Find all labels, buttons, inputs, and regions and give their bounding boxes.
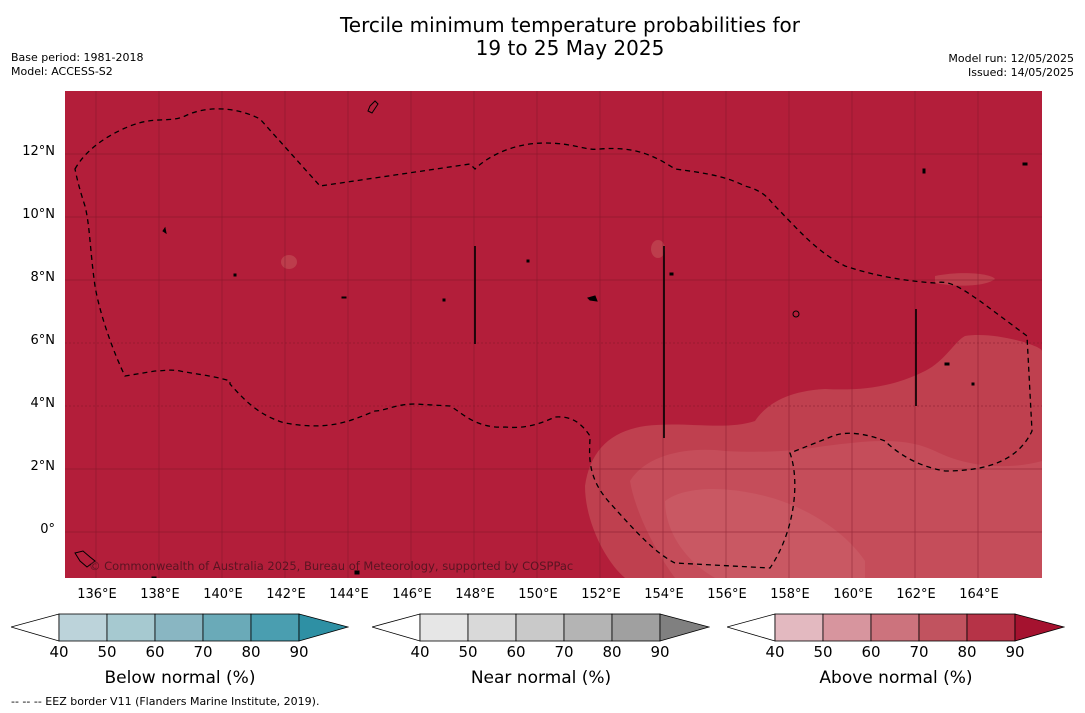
lat-label-4n: 4°N [30, 396, 56, 411]
lat-label-2n: 2°N [30, 459, 56, 474]
colorbar-near-normal: 40 50 60 70 80 90 Near normal (%) [372, 613, 710, 688]
lon-label-136e: 136°E [77, 587, 117, 602]
below-swatch-40-50 [58, 613, 108, 642]
colorbar-above-ticks: 40 50 60 70 80 90 [727, 643, 1065, 663]
eez-footnote: -- -- -- EEZ border V11 (Flanders Marine… [11, 695, 320, 708]
model-run: Model run: 12/05/2025 [948, 52, 1074, 65]
meta-right: Model run: 12/05/2025 Issued: 14/05/2025 [948, 52, 1074, 80]
near-tick-50: 50 [458, 643, 478, 661]
above-swatch-60-70 [870, 613, 920, 642]
lat-label-8n: 8°N [30, 270, 56, 285]
near-swatch-80-90 [611, 613, 661, 642]
near-swatch-50-60 [467, 613, 517, 642]
title-line-2: 19 to 25 May 2025 [475, 36, 665, 60]
above-swatch-50-60 [822, 613, 872, 642]
colorbar-near-swatches [372, 613, 710, 642]
lon-label-144e: 144°E [329, 587, 369, 602]
lon-label-162e: 162°E [896, 587, 936, 602]
model-name: Model: ACCESS-S2 [11, 65, 113, 78]
below-swatch-80-90 [250, 613, 300, 642]
below-tick-60: 60 [145, 643, 165, 661]
plot-marker-lines [474, 246, 917, 438]
near-swatch-max [659, 613, 710, 642]
issued-date: Issued: 14/05/2025 [967, 66, 1074, 79]
below-tick-50: 50 [97, 643, 117, 661]
lon-label-146e: 146°E [392, 587, 432, 602]
colorbar-above-swatches [727, 613, 1065, 642]
above-tick-90: 90 [1005, 643, 1025, 661]
near-tick-90: 90 [650, 643, 670, 661]
copyright-text: © Commonwealth of Australia 2025, Bureau… [89, 559, 574, 573]
near-tick-60: 60 [506, 643, 526, 661]
below-swatch-70-80 [202, 613, 252, 642]
colorbar-below-label: Below normal (%) [104, 668, 256, 688]
lon-label-156e: 156°E [707, 587, 747, 602]
lon-label-154e: 154°E [644, 587, 684, 602]
lat-label-0: 0° [40, 522, 55, 537]
below-swatch-min [11, 613, 60, 642]
lon-label-138e: 138°E [140, 587, 180, 602]
above-swatch-min [727, 613, 776, 642]
map-panel: © Commonwealth of Australia 2025, Bureau… [65, 91, 1042, 578]
below-tick-70: 70 [193, 643, 213, 661]
map-title: Tercile minimum temperature probabilitie… [0, 14, 1085, 60]
lon-label-158e: 158°E [770, 587, 810, 602]
island-outlines [74, 100, 1028, 578]
lon-label-142e: 142°E [266, 587, 306, 602]
above-tick-80: 80 [957, 643, 977, 661]
lon-label-150e: 150°E [518, 587, 558, 602]
near-swatch-min [372, 613, 421, 642]
lon-label-140e: 140°E [203, 587, 243, 602]
above-swatch-70-80 [918, 613, 968, 642]
near-tick-40: 40 [410, 643, 430, 661]
lon-label-152e: 152°E [581, 587, 621, 602]
base-period: Base period: 1981-2018 [11, 51, 144, 64]
lat-label-6n: 6°N [30, 333, 56, 348]
above-tick-40: 40 [765, 643, 785, 661]
above-tick-70: 70 [909, 643, 929, 661]
title-line-1: Tercile minimum temperature probabilitie… [339, 13, 801, 37]
above-tick-50: 50 [813, 643, 833, 661]
below-tick-90: 90 [289, 643, 309, 661]
map-canvas [65, 91, 1042, 578]
near-swatch-70-80 [563, 613, 613, 642]
near-tick-70: 70 [554, 643, 574, 661]
near-swatch-40-50 [419, 613, 469, 642]
colorbar-below-swatches [11, 613, 349, 642]
colorbar-above-label: Above normal (%) [819, 668, 973, 688]
colorbar-above-normal: 40 50 60 70 80 90 Above normal (%) [727, 613, 1065, 688]
below-swatch-max [298, 613, 349, 642]
lat-label-12n: 12°N [22, 144, 55, 159]
colorbar-near-ticks: 40 50 60 70 80 90 [372, 643, 710, 663]
meta-left: Base period: 1981-2018 Model: ACCESS-S2 [11, 51, 143, 79]
above-swatch-80-90 [966, 613, 1016, 642]
below-tick-40: 40 [49, 643, 69, 661]
near-swatch-60-70 [515, 613, 565, 642]
lon-label-160e: 160°E [833, 587, 873, 602]
colorbar-below-normal: 40 50 60 70 80 90 Below normal (%) [11, 613, 349, 688]
graticule [65, 91, 1042, 578]
below-swatch-60-70 [154, 613, 204, 642]
lat-label-10n: 10°N [22, 207, 55, 222]
above-tick-60: 60 [861, 643, 881, 661]
lon-label-164e: 164°E [959, 587, 999, 602]
below-tick-80: 80 [241, 643, 261, 661]
prob-shade-northeast [935, 273, 995, 286]
above-swatch-40-50 [774, 613, 824, 642]
near-tick-80: 80 [602, 643, 622, 661]
above-swatch-max [1014, 613, 1065, 642]
colorbar-near-label: Near normal (%) [470, 668, 612, 688]
below-swatch-50-60 [106, 613, 156, 642]
prob-shade-light-patch [665, 489, 865, 578]
lon-label-148e: 148°E [455, 587, 495, 602]
colorbar-below-ticks: 40 50 60 70 80 90 [11, 643, 349, 663]
